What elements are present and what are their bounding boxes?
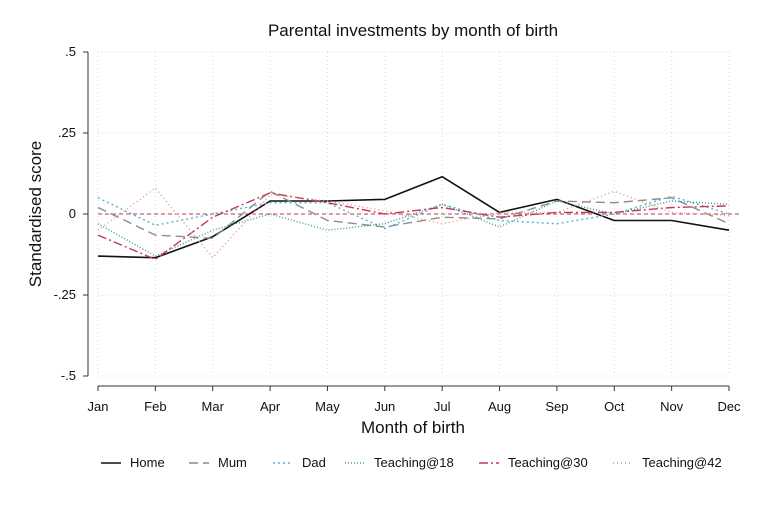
legend-label: Teaching@18 bbox=[374, 455, 454, 470]
legend-label: Teaching@42 bbox=[642, 455, 722, 470]
series-line-teaching-42 bbox=[97, 187, 730, 259]
legend-label: Home bbox=[130, 455, 165, 470]
y-tick-label: 0 bbox=[69, 206, 76, 221]
x-tick-label: May bbox=[315, 399, 340, 414]
series-line-dad bbox=[97, 195, 730, 230]
series-line-teaching-18 bbox=[97, 200, 730, 257]
legend-label: Teaching@30 bbox=[508, 455, 588, 470]
x-tick-label: Jul bbox=[434, 399, 451, 414]
x-tick-label: Jan bbox=[88, 399, 109, 414]
x-tick-label: Jun bbox=[374, 399, 395, 414]
legend: Home Mum Dad Teaching@18 Teaching@30 Teaching… bbox=[101, 455, 722, 470]
x-tick-label: Oct bbox=[604, 399, 625, 414]
y-axis-label: Standardised score bbox=[26, 141, 45, 287]
x-tick-label: Aug bbox=[488, 399, 511, 414]
legend-label: Dad bbox=[302, 455, 326, 470]
series-lines bbox=[97, 175, 730, 261]
chart-title: Parental investments by month of birth bbox=[268, 21, 558, 40]
x-axis-label: Month of birth bbox=[361, 418, 465, 437]
legend-label: Mum bbox=[218, 455, 247, 470]
series-line-teaching-30 bbox=[97, 192, 730, 261]
x-tick-label: Dec bbox=[717, 399, 741, 414]
series-line-mum bbox=[97, 190, 730, 240]
y-tick-label: -.5 bbox=[61, 368, 76, 383]
y-tick-label: -.25 bbox=[54, 287, 76, 302]
series-line-home bbox=[97, 175, 730, 259]
y-tick-label: .5 bbox=[65, 44, 76, 59]
x-tick-label: Apr bbox=[260, 399, 281, 414]
axes: -.5 -.25 0 .25 .5 Jan Feb Mar Apr May Jun Jul Aug Sep… bbox=[54, 44, 741, 414]
x-tick-label: Feb bbox=[144, 399, 166, 414]
x-tick-label: Sep bbox=[545, 399, 568, 414]
x-tick-label: Mar bbox=[202, 399, 225, 414]
y-tick-label: .25 bbox=[58, 125, 76, 140]
grid bbox=[97, 51, 739, 377]
x-tick-label: Nov bbox=[660, 399, 684, 414]
